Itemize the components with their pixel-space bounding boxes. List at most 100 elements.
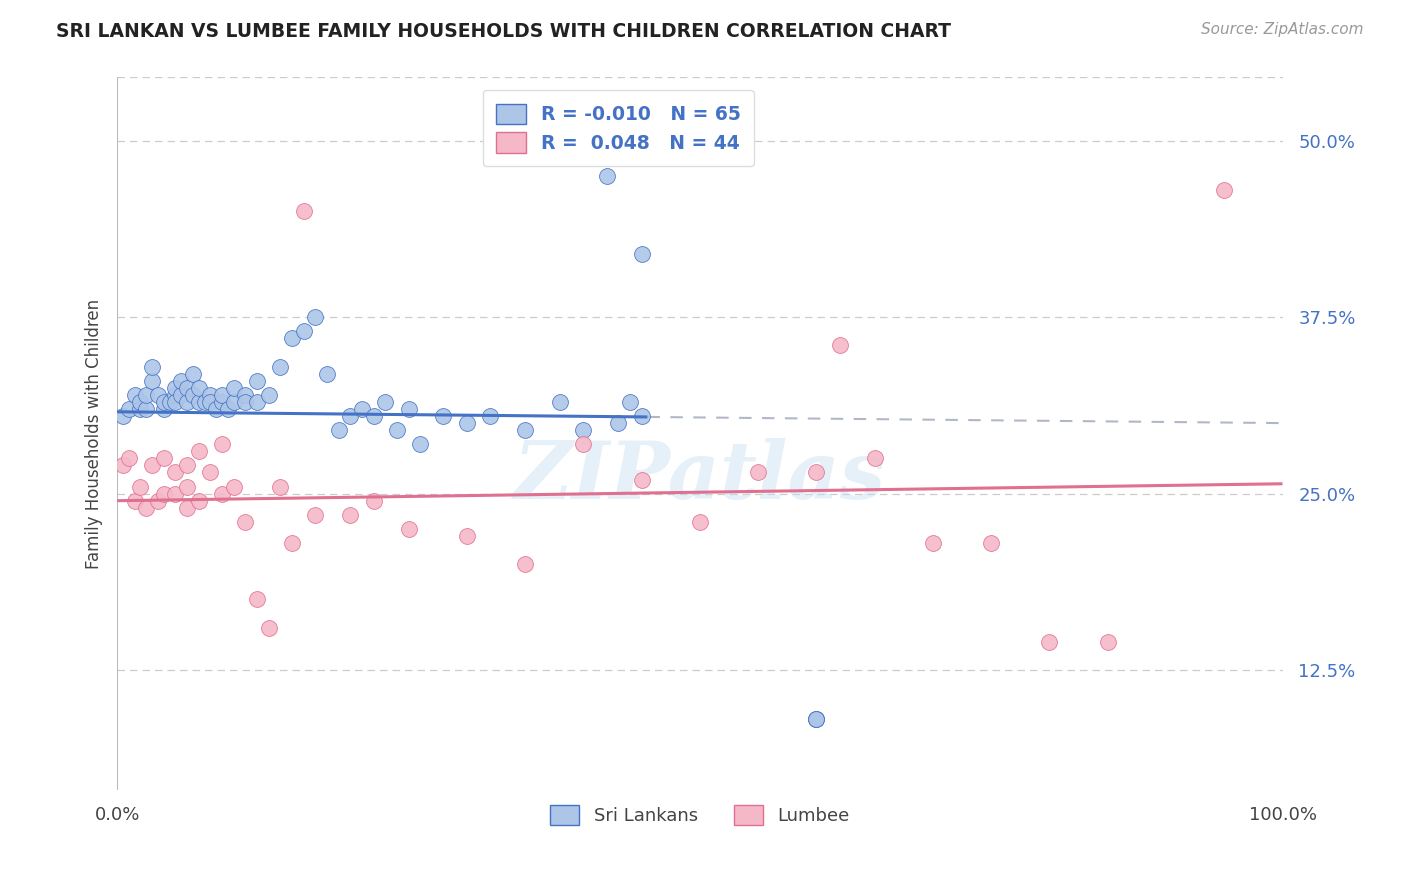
Point bbox=[211, 388, 233, 402]
Point bbox=[363, 409, 385, 423]
Point bbox=[246, 592, 269, 607]
Point bbox=[980, 536, 1002, 550]
Point bbox=[1213, 183, 1236, 197]
Point bbox=[513, 423, 536, 437]
Point bbox=[176, 395, 198, 409]
Point bbox=[398, 402, 420, 417]
Point bbox=[689, 515, 711, 529]
Point bbox=[124, 493, 146, 508]
Point bbox=[863, 451, 886, 466]
Point bbox=[211, 437, 233, 451]
Point bbox=[211, 486, 233, 500]
Point bbox=[200, 466, 222, 480]
Point bbox=[146, 388, 169, 402]
Point bbox=[235, 515, 257, 529]
Point bbox=[159, 395, 181, 409]
Point bbox=[153, 451, 176, 466]
Point bbox=[118, 402, 141, 417]
Point bbox=[176, 479, 198, 493]
Point bbox=[630, 409, 652, 423]
Point bbox=[806, 712, 828, 726]
Point bbox=[548, 395, 571, 409]
Point bbox=[828, 338, 851, 352]
Point bbox=[257, 388, 280, 402]
Point bbox=[135, 388, 157, 402]
Point bbox=[747, 466, 769, 480]
Point bbox=[806, 712, 828, 726]
Point bbox=[146, 493, 169, 508]
Point bbox=[170, 388, 193, 402]
Point bbox=[111, 409, 134, 423]
Point bbox=[200, 395, 222, 409]
Point bbox=[165, 466, 187, 480]
Point bbox=[328, 423, 350, 437]
Point bbox=[292, 325, 315, 339]
Point bbox=[385, 423, 408, 437]
Point bbox=[129, 402, 152, 417]
Point bbox=[176, 500, 198, 515]
Point bbox=[129, 479, 152, 493]
Point bbox=[479, 409, 502, 423]
Point bbox=[176, 381, 198, 395]
Point bbox=[153, 402, 176, 417]
Point bbox=[165, 388, 187, 402]
Point bbox=[316, 367, 339, 381]
Point bbox=[572, 437, 595, 451]
Point bbox=[304, 508, 326, 522]
Text: ZIPatlas: ZIPatlas bbox=[513, 438, 886, 516]
Point bbox=[806, 712, 828, 726]
Point bbox=[187, 444, 209, 458]
Point bbox=[806, 466, 828, 480]
Point bbox=[217, 402, 239, 417]
Point bbox=[135, 402, 157, 417]
Point bbox=[165, 486, 187, 500]
Point bbox=[339, 409, 361, 423]
Point bbox=[141, 458, 163, 473]
Point bbox=[607, 416, 630, 430]
Point bbox=[153, 486, 176, 500]
Point bbox=[409, 437, 432, 451]
Point bbox=[595, 169, 617, 184]
Point bbox=[165, 381, 187, 395]
Text: Source: ZipAtlas.com: Source: ZipAtlas.com bbox=[1201, 22, 1364, 37]
Point bbox=[235, 395, 257, 409]
Point bbox=[456, 416, 478, 430]
Point bbox=[194, 395, 217, 409]
Point bbox=[513, 557, 536, 571]
Point bbox=[235, 388, 257, 402]
Point bbox=[181, 367, 204, 381]
Point bbox=[269, 479, 291, 493]
Text: SRI LANKAN VS LUMBEE FAMILY HOUSEHOLDS WITH CHILDREN CORRELATION CHART: SRI LANKAN VS LUMBEE FAMILY HOUSEHOLDS W… bbox=[56, 22, 952, 41]
Point bbox=[257, 621, 280, 635]
Y-axis label: Family Households with Children: Family Households with Children bbox=[86, 299, 103, 569]
Point bbox=[1097, 634, 1119, 648]
Point bbox=[572, 423, 595, 437]
Point bbox=[205, 402, 228, 417]
Point bbox=[111, 458, 134, 473]
Point bbox=[135, 500, 157, 515]
Point bbox=[129, 395, 152, 409]
Point bbox=[211, 395, 233, 409]
Point bbox=[281, 331, 304, 345]
Point bbox=[187, 381, 209, 395]
Point bbox=[124, 388, 146, 402]
Point bbox=[170, 374, 193, 388]
Point bbox=[432, 409, 454, 423]
Point bbox=[304, 310, 326, 325]
Point bbox=[141, 374, 163, 388]
Point bbox=[222, 395, 245, 409]
Point bbox=[281, 536, 304, 550]
Point bbox=[350, 402, 373, 417]
Point bbox=[630, 247, 652, 261]
Point bbox=[141, 359, 163, 374]
Point bbox=[222, 479, 245, 493]
Point bbox=[176, 458, 198, 473]
Point bbox=[153, 395, 176, 409]
Point bbox=[398, 522, 420, 536]
Point bbox=[339, 508, 361, 522]
Point bbox=[200, 388, 222, 402]
Point bbox=[269, 359, 291, 374]
Point bbox=[118, 451, 141, 466]
Point bbox=[630, 473, 652, 487]
Legend: Sri Lankans, Lumbee: Sri Lankans, Lumbee bbox=[541, 797, 859, 834]
